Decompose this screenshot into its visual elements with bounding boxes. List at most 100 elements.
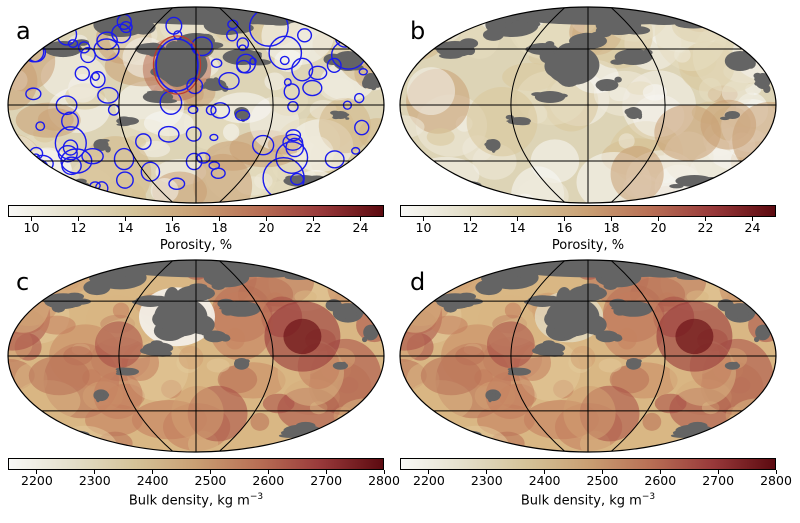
colorbar-tick-label: 2500	[586, 473, 619, 488]
colorbar-tick-label: 2800	[368, 473, 400, 488]
crater-outline	[351, 146, 361, 155]
colorbar-tick-label: 20	[650, 220, 667, 235]
crater-outline	[205, 105, 217, 116]
colorbar-tick-label: 18	[211, 220, 228, 235]
colorbar-title-text-c: Bulk density, kg m	[128, 493, 250, 509]
colorbar-tick-label: 10	[415, 220, 432, 235]
colorbar-tick-label: 22	[305, 220, 322, 235]
crater-outline	[113, 147, 135, 171]
colorbar-tick-mark	[125, 217, 126, 221]
crater-outline	[35, 176, 47, 186]
crater-outline	[61, 111, 79, 131]
crater-outline	[209, 133, 219, 142]
colorbar-tick-mark	[775, 470, 777, 474]
colorbar-tick-mark	[266, 217, 267, 221]
colorbar-title-density-d: Bulk density, kg m−3	[521, 492, 655, 508]
crater-outline	[67, 39, 79, 48]
meridian-line	[510, 7, 566, 203]
colorbar-tick-mark	[94, 470, 96, 474]
panel-letter-b: b	[410, 17, 426, 45]
mare-region	[59, 430, 90, 439]
crater-outline	[210, 102, 231, 119]
crater-outline	[218, 71, 240, 90]
crater-outline	[135, 133, 152, 150]
map-outline	[399, 259, 777, 453]
colorbar-density-c	[8, 458, 384, 470]
colorbar-tick-label: 22	[697, 220, 714, 235]
crater-outline	[74, 65, 90, 81]
colorbar-tick-mark	[486, 470, 488, 474]
crater-outline	[62, 139, 79, 156]
crater-outline	[324, 150, 345, 169]
crater-outline	[283, 83, 300, 101]
crater-outline	[25, 87, 42, 101]
crater-outline	[249, 57, 257, 66]
colorbar-tick-mark	[611, 217, 612, 221]
colorbar-tick-mark	[423, 217, 424, 221]
crater-outline	[279, 55, 290, 66]
colorbar-title-porosity-b: Porosity, %	[551, 238, 625, 253]
crater-outline	[35, 121, 46, 131]
colorbar-tick-label: 14	[117, 220, 134, 235]
crater-outline	[119, 21, 133, 34]
basin-mare	[159, 295, 195, 339]
colorbar-tick-label: 2700	[702, 473, 735, 488]
crater-outline	[140, 161, 161, 182]
colorbar-tick-mark	[360, 217, 361, 221]
crater-outline	[155, 38, 199, 92]
meridian-line	[610, 260, 666, 452]
colorbar-tick-label: 2500	[194, 473, 227, 488]
crater-outline	[185, 152, 203, 171]
colorbar-tick-label: 10	[23, 220, 40, 235]
colorbar-tick-label: 2400	[136, 473, 169, 488]
colorbar-tick-mark	[705, 217, 706, 221]
colorbar-tick-label: 2700	[310, 473, 343, 488]
crater-outline	[91, 71, 100, 81]
basin-mare	[551, 43, 587, 87]
panel-letter-d: d	[410, 268, 426, 296]
basin-mare	[551, 295, 587, 339]
colorbar-tick-mark	[267, 470, 269, 474]
colorbar-tick-mark	[470, 217, 471, 221]
crater-outline	[308, 65, 328, 81]
colorbar-tick-mark	[601, 470, 603, 474]
mare-region	[405, 412, 429, 425]
colorbar-tick-mark	[428, 470, 430, 474]
colorbar-tick-mark	[36, 470, 38, 474]
crater-outline	[285, 129, 302, 142]
colorbar-tick-mark	[383, 470, 385, 474]
colorbar-tick-mark	[152, 470, 154, 474]
crater-outline	[282, 133, 304, 151]
colorbar-tick-label: 14	[509, 220, 526, 235]
colorbar-tick-mark	[78, 217, 79, 221]
colorbar-porosity-b	[400, 205, 776, 217]
panel-a: a	[6, 5, 386, 205]
crater-outline	[234, 109, 251, 122]
mare-region	[451, 181, 482, 189]
meridian-line	[510, 260, 566, 452]
panel-letter-a: a	[16, 17, 31, 45]
colorbar-density-d	[400, 458, 776, 470]
crater-outline	[57, 144, 78, 163]
crater-outline	[275, 141, 309, 174]
crater-outline	[353, 92, 365, 104]
colorbar-tick-mark	[659, 470, 661, 474]
crater-outline	[185, 126, 202, 142]
colorbar-tick-label: 24	[744, 220, 761, 235]
colorbar-tick-mark	[752, 217, 753, 221]
colorbar-title-porosity-a: Porosity, %	[159, 238, 233, 253]
crater-outline	[93, 38, 120, 61]
crater-outline	[196, 152, 211, 164]
panel-letter-c: c	[16, 268, 30, 296]
crater-outline	[326, 57, 342, 73]
crater-outline	[354, 119, 370, 136]
panel-c: c	[6, 258, 386, 454]
colorbar-tick-label: 24	[352, 220, 369, 235]
meridian-line	[610, 7, 666, 203]
crater-outline	[226, 29, 239, 42]
crater-outline	[168, 177, 186, 191]
crater-outline	[97, 86, 119, 104]
meridian-line	[118, 7, 174, 203]
crater-outline	[268, 35, 303, 71]
crater-outline	[297, 28, 313, 43]
